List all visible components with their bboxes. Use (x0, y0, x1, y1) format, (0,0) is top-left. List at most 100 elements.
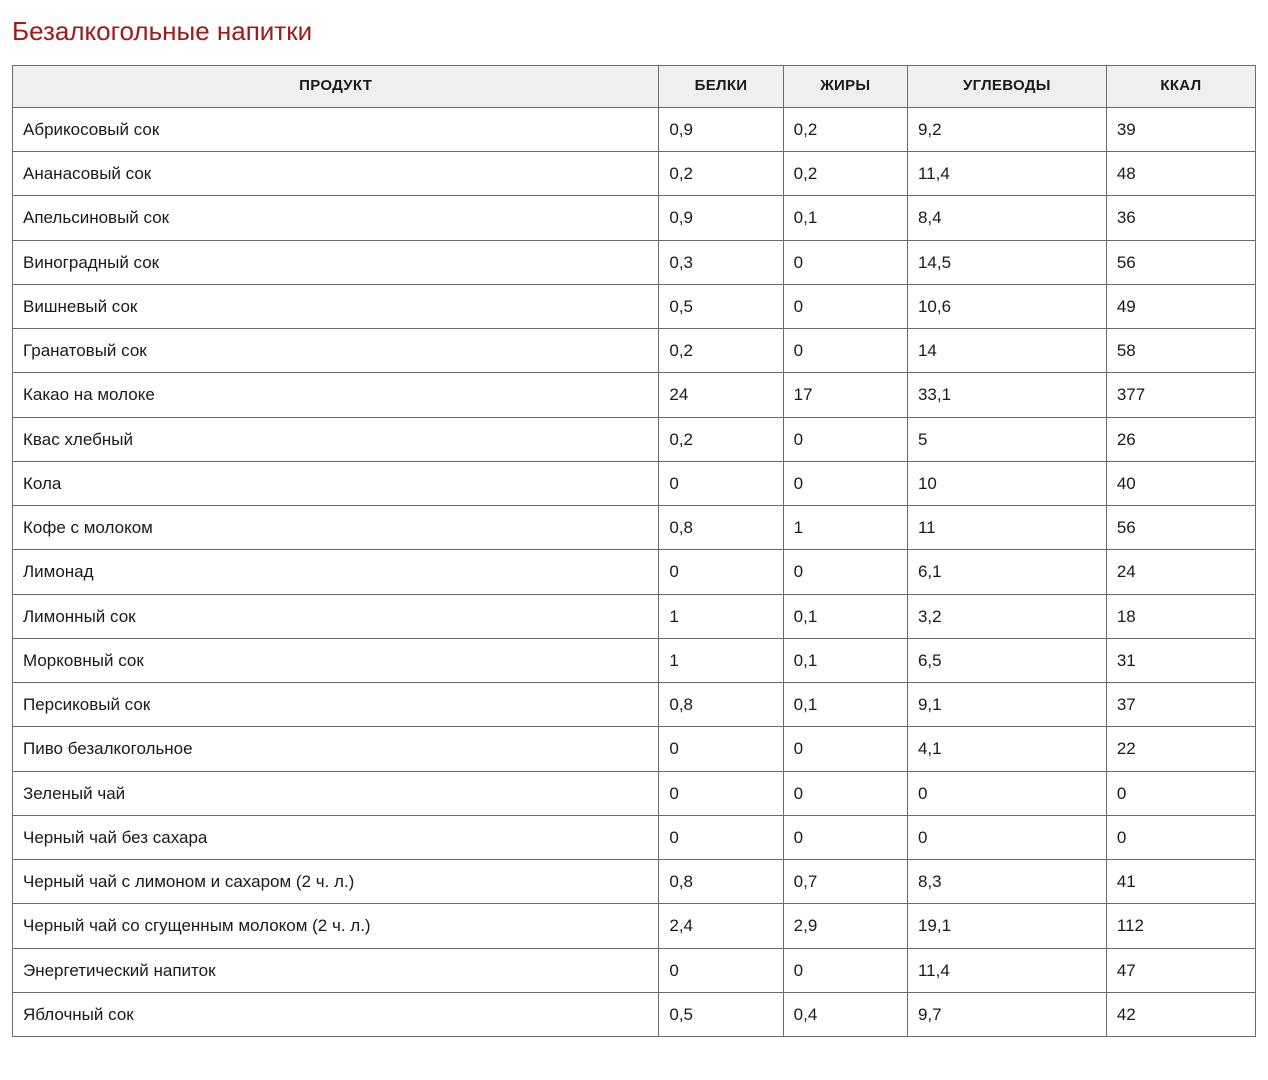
cell-carb: 6,5 (907, 638, 1106, 682)
cell-fat: 1 (783, 506, 907, 550)
cell-protein: 0,5 (659, 284, 783, 328)
cell-protein: 0 (659, 461, 783, 505)
cell-protein: 0,2 (659, 417, 783, 461)
cell-protein: 0 (659, 727, 783, 771)
cell-carb: 8,4 (907, 196, 1106, 240)
cell-kcal: 112 (1106, 904, 1255, 948)
cell-carb: 11,4 (907, 948, 1106, 992)
cell-carb: 11 (907, 506, 1106, 550)
cell-protein: 1 (659, 594, 783, 638)
cell-carb: 11,4 (907, 152, 1106, 196)
cell-product: Кола (13, 461, 659, 505)
cell-kcal: 40 (1106, 461, 1255, 505)
cell-fat: 0 (783, 550, 907, 594)
page-title: Безалкогольные напитки (12, 16, 1256, 47)
cell-fat: 0 (783, 284, 907, 328)
cell-kcal: 26 (1106, 417, 1255, 461)
cell-protein: 0 (659, 948, 783, 992)
cell-product: Пиво безалкогольное (13, 727, 659, 771)
cell-carb: 0 (907, 771, 1106, 815)
cell-kcal: 56 (1106, 240, 1255, 284)
cell-fat: 0 (783, 727, 907, 771)
cell-kcal: 31 (1106, 638, 1255, 682)
cell-protein: 24 (659, 373, 783, 417)
cell-fat: 17 (783, 373, 907, 417)
cell-product: Абрикосовый сок (13, 107, 659, 151)
table-header-row: ПРОДУКТ БЕЛКИ ЖИРЫ УГЛЕВОДЫ ККАЛ (13, 66, 1256, 108)
cell-kcal: 377 (1106, 373, 1255, 417)
cell-product: Виноградный сок (13, 240, 659, 284)
table-row: Квас хлебный0,20526 (13, 417, 1256, 461)
cell-fat: 0 (783, 329, 907, 373)
cell-kcal: 0 (1106, 815, 1255, 859)
cell-carb: 6,1 (907, 550, 1106, 594)
table-row: Кола001040 (13, 461, 1256, 505)
cell-protein: 0,3 (659, 240, 783, 284)
cell-carb: 9,7 (907, 992, 1106, 1036)
cell-fat: 0,1 (783, 683, 907, 727)
cell-kcal: 41 (1106, 860, 1255, 904)
cell-carb: 9,1 (907, 683, 1106, 727)
cell-protein: 0,9 (659, 196, 783, 240)
cell-carb: 10 (907, 461, 1106, 505)
cell-protein: 0,9 (659, 107, 783, 151)
cell-kcal: 56 (1106, 506, 1255, 550)
cell-kcal: 37 (1106, 683, 1255, 727)
cell-kcal: 42 (1106, 992, 1255, 1036)
table-row: Яблочный сок0,50,49,742 (13, 992, 1256, 1036)
table-row: Виноградный сок0,3014,556 (13, 240, 1256, 284)
cell-product: Зеленый чай (13, 771, 659, 815)
cell-carb: 4,1 (907, 727, 1106, 771)
cell-fat: 0 (783, 815, 907, 859)
cell-product: Ананасовый сок (13, 152, 659, 196)
table-row: Черный чай без сахара0000 (13, 815, 1256, 859)
table-row: Персиковый сок0,80,19,137 (13, 683, 1256, 727)
cell-carb: 33,1 (907, 373, 1106, 417)
cell-protein: 0 (659, 771, 783, 815)
table-row: Гранатовый сок0,201458 (13, 329, 1256, 373)
cell-protein: 0,8 (659, 860, 783, 904)
cell-protein: 1 (659, 638, 783, 682)
cell-protein: 2,4 (659, 904, 783, 948)
cell-fat: 0 (783, 417, 907, 461)
cell-kcal: 39 (1106, 107, 1255, 151)
cell-product: Гранатовый сок (13, 329, 659, 373)
table-row: Пиво безалкогольное004,122 (13, 727, 1256, 771)
cell-product: Черный чай со сгущенным молоком (2 ч. л.… (13, 904, 659, 948)
col-header-kcal: ККАЛ (1106, 66, 1255, 108)
table-row: Ананасовый сок0,20,211,448 (13, 152, 1256, 196)
cell-carb: 0 (907, 815, 1106, 859)
cell-carb: 5 (907, 417, 1106, 461)
cell-fat: 0 (783, 461, 907, 505)
cell-kcal: 36 (1106, 196, 1255, 240)
cell-product: Кофе с молоком (13, 506, 659, 550)
cell-protein: 0,8 (659, 506, 783, 550)
cell-product: Квас хлебный (13, 417, 659, 461)
cell-protein: 0,5 (659, 992, 783, 1036)
cell-kcal: 49 (1106, 284, 1255, 328)
table-row: Зеленый чай0000 (13, 771, 1256, 815)
cell-kcal: 18 (1106, 594, 1255, 638)
col-header-protein: БЕЛКИ (659, 66, 783, 108)
cell-product: Лимонад (13, 550, 659, 594)
cell-protein: 0 (659, 815, 783, 859)
cell-kcal: 22 (1106, 727, 1255, 771)
table-row: Черный чай с лимоном и сахаром (2 ч. л.)… (13, 860, 1256, 904)
cell-carb: 19,1 (907, 904, 1106, 948)
cell-carb: 8,3 (907, 860, 1106, 904)
cell-fat: 0,1 (783, 196, 907, 240)
cell-product: Лимонный сок (13, 594, 659, 638)
cell-kcal: 47 (1106, 948, 1255, 992)
cell-protein: 0 (659, 550, 783, 594)
cell-fat: 0,1 (783, 594, 907, 638)
cell-product: Морковный сок (13, 638, 659, 682)
col-header-fat: ЖИРЫ (783, 66, 907, 108)
cell-product: Апельсиновый сок (13, 196, 659, 240)
cell-kcal: 48 (1106, 152, 1255, 196)
cell-carb: 9,2 (907, 107, 1106, 151)
cell-product: Черный чай с лимоном и сахаром (2 ч. л.) (13, 860, 659, 904)
cell-product: Персиковый сок (13, 683, 659, 727)
cell-carb: 14 (907, 329, 1106, 373)
cell-protein: 0,8 (659, 683, 783, 727)
cell-kcal: 0 (1106, 771, 1255, 815)
